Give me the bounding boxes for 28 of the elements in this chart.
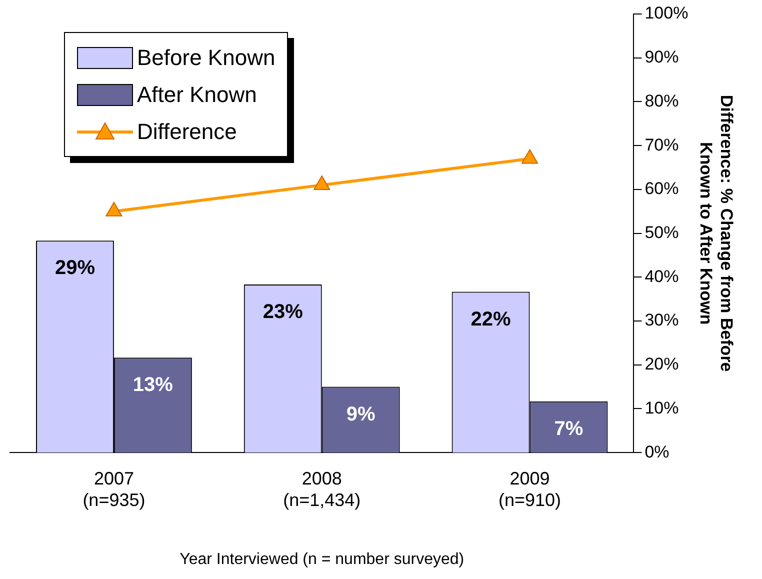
x-tick-label: 2007 (n=935): [82, 468, 146, 510]
y2-tick-label: 70%: [644, 135, 679, 154]
point: [106, 202, 122, 216]
y2-tick-label: 10%: [644, 398, 679, 418]
y2-tick-label: 20%: [644, 354, 679, 374]
x-tick-label: 2008 (n=1,434): [283, 468, 361, 510]
data-label: 7%: [554, 418, 584, 440]
y2-tick-label: 30%: [644, 310, 679, 330]
y2-axis-title: Difference: % Change from Before Known to After Known: [696, 94, 736, 372]
data-label: 13%: [132, 374, 174, 396]
legend-label: Before Known: [137, 44, 276, 70]
point: [314, 176, 330, 190]
y2-tick-label: 50%: [644, 222, 679, 242]
point: [521, 149, 538, 164]
data-label: 29%: [54, 257, 96, 280]
y2-tick-label: 100%: [644, 4, 688, 23]
x-tick-label: 2009 (n=910): [498, 468, 562, 510]
y2-tick-label: 90%: [644, 48, 679, 67]
data-label: 23%: [262, 300, 304, 323]
data-label: 9%: [346, 403, 376, 426]
y2-tick-label: 40%: [644, 266, 679, 286]
legend-label: Difference: [137, 118, 237, 144]
x-axis-title: Year Interviewed (n = number surveyed): [180, 550, 464, 568]
y2-tick-label: 60%: [644, 179, 679, 198]
legend-label: After Known: [137, 82, 257, 108]
y2-tick-label: 0%: [644, 442, 670, 462]
y2-tick-label: 80%: [644, 91, 679, 110]
data-label: 22%: [470, 308, 512, 330]
